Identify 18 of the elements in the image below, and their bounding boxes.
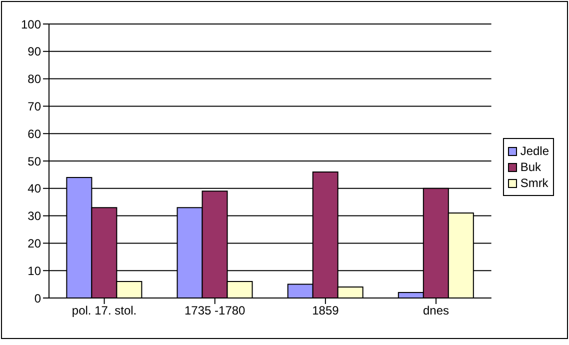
x-tick-label: pol. 17. stol. bbox=[72, 304, 137, 318]
legend-label: Jedle bbox=[520, 144, 549, 158]
legend-label: Buk bbox=[520, 160, 541, 174]
y-tick-label: 80 bbox=[28, 72, 42, 86]
x-tick-label: 1735 -1780 bbox=[184, 304, 246, 318]
x-tick-label: dnes bbox=[423, 304, 450, 318]
y-tick-label: 20 bbox=[28, 236, 42, 250]
y-tick-label: 60 bbox=[28, 126, 42, 141]
y-tick-label: 0 bbox=[34, 291, 42, 306]
legend-label: Smrk bbox=[520, 176, 548, 190]
y-tick-label: 90 bbox=[28, 44, 42, 59]
y-tick-label: 10 bbox=[28, 264, 42, 278]
y-tick-label: 70 bbox=[28, 99, 42, 114]
y-tick-label: 100 bbox=[20, 17, 42, 32]
y-tick-label: 30 bbox=[28, 209, 42, 224]
x-tick-label: 1859 bbox=[312, 304, 340, 318]
y-tick-label: 40 bbox=[28, 182, 42, 196]
y-tick-label: 50 bbox=[28, 154, 42, 168]
